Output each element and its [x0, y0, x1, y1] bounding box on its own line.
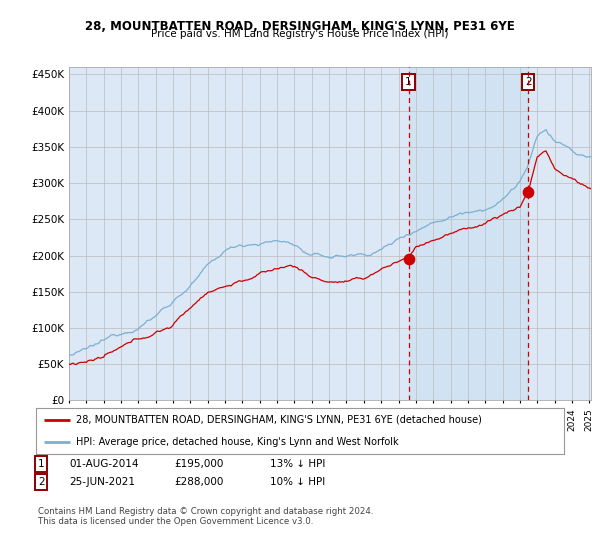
Text: 25-JUN-2021: 25-JUN-2021 [69, 477, 135, 487]
Text: 1: 1 [38, 459, 44, 469]
Text: 10% ↓ HPI: 10% ↓ HPI [270, 477, 325, 487]
Text: Price paid vs. HM Land Registry's House Price Index (HPI): Price paid vs. HM Land Registry's House … [151, 29, 449, 39]
Text: 01-AUG-2014: 01-AUG-2014 [69, 459, 139, 469]
Text: 2: 2 [38, 477, 44, 487]
Text: 1: 1 [405, 77, 412, 87]
Text: 2: 2 [525, 77, 532, 87]
Bar [409, 67, 528, 400]
Point [523, 187, 533, 196]
Point [404, 255, 413, 264]
Text: 28, MOUNTBATTEN ROAD, DERSINGHAM, KING'S LYNN, PE31 6YE: 28, MOUNTBATTEN ROAD, DERSINGHAM, KING'S… [85, 20, 515, 32]
Text: £195,000: £195,000 [174, 459, 223, 469]
Text: £288,000: £288,000 [174, 477, 223, 487]
Text: 28, MOUNTBATTEN ROAD, DERSINGHAM, KING'S LYNN, PE31 6YE (detached house): 28, MOUNTBATTEN ROAD, DERSINGHAM, KING'S… [76, 414, 481, 424]
Text: 13% ↓ HPI: 13% ↓ HPI [270, 459, 325, 469]
Text: Contains HM Land Registry data © Crown copyright and database right 2024.
This d: Contains HM Land Registry data © Crown c… [38, 507, 373, 526]
Text: HPI: Average price, detached house, King's Lynn and West Norfolk: HPI: Average price, detached house, King… [76, 437, 398, 447]
